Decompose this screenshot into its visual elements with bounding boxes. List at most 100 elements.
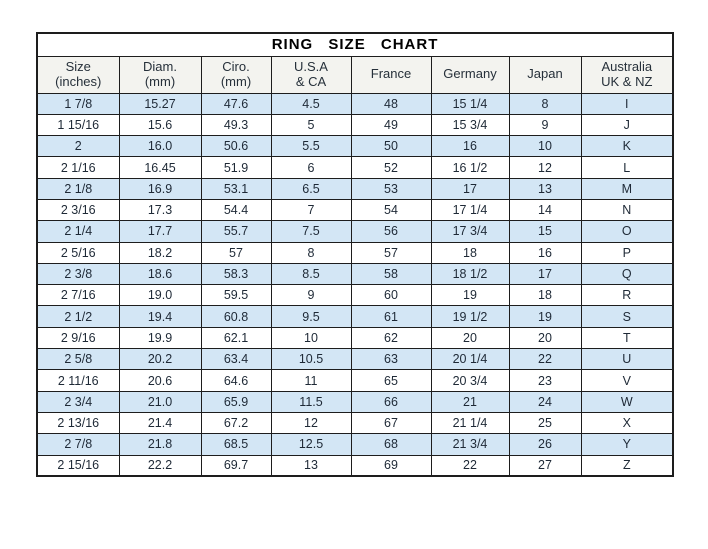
cell-ciro: 68.5 xyxy=(200,433,272,456)
cell-france: 58 xyxy=(350,262,432,286)
cell-ciro: 62.1 xyxy=(200,326,272,350)
column-header-diam: Diam. (mm) xyxy=(118,55,202,94)
column-header-japan: Japan xyxy=(508,55,582,94)
cell-australia: V xyxy=(580,369,674,392)
column-header-size: Size (inches) xyxy=(36,55,120,94)
cell-australia: T xyxy=(580,326,674,350)
column-header-ciro: Ciro. (mm) xyxy=(200,55,272,94)
cell-germany: 19 xyxy=(430,284,510,307)
table-row: 2 11/16 20.6 64.6 11 65 20 3/4 23 V xyxy=(36,369,674,392)
cell-size: 2 1/2 xyxy=(36,305,120,328)
cell-japan: 16 xyxy=(508,241,582,264)
cell-usa-ca: 6.5 xyxy=(270,177,352,200)
cell-diam: 19.9 xyxy=(118,326,202,350)
cell-france: 53 xyxy=(350,177,432,200)
cell-usa-ca: 5.5 xyxy=(270,135,352,158)
cell-size: 2 3/16 xyxy=(36,198,120,222)
cell-australia: O xyxy=(580,220,674,243)
cell-france: 68 xyxy=(350,433,432,456)
table-row: 2 5/16 18.2 57 8 57 18 16 P xyxy=(36,241,674,264)
cell-australia: Q xyxy=(580,262,674,286)
column-header-u-s-a: U.S.A & CA xyxy=(270,55,352,94)
cell-size: 2 3/4 xyxy=(36,390,120,413)
cell-japan: 25 xyxy=(508,411,582,435)
cell-size: 2 3/8 xyxy=(36,262,120,286)
cell-germany: 16 1/2 xyxy=(430,156,510,179)
cell-japan: 18 xyxy=(508,284,582,307)
table-row: 2 1/16 16.45 51.9 6 52 16 1/2 12 L xyxy=(36,156,674,179)
cell-size: 2 1/8 xyxy=(36,177,120,200)
column-header-germany: Germany xyxy=(430,55,510,94)
cell-ciro: 53.1 xyxy=(200,177,272,200)
cell-usa-ca: 8 xyxy=(270,241,352,264)
cell-ciro: 64.6 xyxy=(200,369,272,392)
cell-japan: 10 xyxy=(508,135,582,158)
table-row: 2 7/8 21.8 68.5 12.5 68 21 3/4 26 Y xyxy=(36,433,674,456)
cell-ciro: 55.7 xyxy=(200,220,272,243)
cell-australia: U xyxy=(580,348,674,371)
cell-australia: L xyxy=(580,156,674,179)
cell-germany: 16 xyxy=(430,135,510,158)
table-row: 2 15/16 22.2 69.7 13 69 22 27 Z xyxy=(36,454,674,477)
cell-usa-ca: 11.5 xyxy=(270,390,352,413)
cell-germany: 15 3/4 xyxy=(430,113,510,137)
cell-germany: 17 3/4 xyxy=(430,220,510,243)
cell-diam: 20.2 xyxy=(118,348,202,371)
cell-size: 1 7/8 xyxy=(36,92,120,115)
cell-ciro: 65.9 xyxy=(200,390,272,413)
cell-diam: 17.3 xyxy=(118,198,202,222)
cell-germany: 20 3/4 xyxy=(430,369,510,392)
cell-size: 2 9/16 xyxy=(36,326,120,350)
cell-japan: 9 xyxy=(508,113,582,137)
cell-usa-ca: 4.5 xyxy=(270,92,352,115)
cell-australia: I xyxy=(580,92,674,115)
cell-japan: 19 xyxy=(508,305,582,328)
title-row: RING SIZE CHART xyxy=(36,32,674,57)
cell-diam: 19.0 xyxy=(118,284,202,307)
cell-australia: J xyxy=(580,113,674,137)
cell-usa-ca: 9.5 xyxy=(270,305,352,328)
cell-germany: 15 1/4 xyxy=(430,92,510,115)
cell-france: 69 xyxy=(350,454,432,477)
cell-ciro: 58.3 xyxy=(200,262,272,286)
cell-usa-ca: 5 xyxy=(270,113,352,137)
cell-australia: Y xyxy=(580,433,674,456)
cell-usa-ca: 12 xyxy=(270,411,352,435)
cell-france: 62 xyxy=(350,326,432,350)
cell-ciro: 50.6 xyxy=(200,135,272,158)
cell-size: 2 1/4 xyxy=(36,220,120,243)
cell-ciro: 69.7 xyxy=(200,454,272,477)
column-subheader: (mm) xyxy=(144,73,176,89)
cell-usa-ca: 12.5 xyxy=(270,433,352,456)
table-row: 2 3/16 17.3 54.4 7 54 17 1/4 14 N xyxy=(36,198,674,222)
column-subheader: & CA xyxy=(295,73,327,89)
cell-usa-ca: 7.5 xyxy=(270,220,352,243)
cell-usa-ca: 10.5 xyxy=(270,348,352,371)
cell-size: 2 xyxy=(36,135,120,158)
cell-australia: R xyxy=(580,284,674,307)
cell-ciro: 59.5 xyxy=(200,284,272,307)
cell-diam: 21.0 xyxy=(118,390,202,413)
cell-diam: 17.7 xyxy=(118,220,202,243)
chart-title: RING SIZE CHART xyxy=(36,32,674,57)
cell-diam: 20.6 xyxy=(118,369,202,392)
cell-japan: 14 xyxy=(508,198,582,222)
cell-diam: 19.4 xyxy=(118,305,202,328)
cell-size: 2 7/8 xyxy=(36,433,120,456)
cell-ciro: 49.3 xyxy=(200,113,272,137)
cell-france: 65 xyxy=(350,369,432,392)
cell-germany: 20 xyxy=(430,326,510,350)
cell-japan: 23 xyxy=(508,369,582,392)
cell-diam: 18.6 xyxy=(118,262,202,286)
cell-ciro: 54.4 xyxy=(200,198,272,222)
cell-size: 2 15/16 xyxy=(36,454,120,477)
cell-france: 49 xyxy=(350,113,432,137)
table-row: 2 9/16 19.9 62.1 10 62 20 20 T xyxy=(36,326,674,350)
cell-japan: 12 xyxy=(508,156,582,179)
cell-usa-ca: 10 xyxy=(270,326,352,350)
cell-ciro: 60.8 xyxy=(200,305,272,328)
table-header-row: Size (inches) Diam. (mm) Ciro. (mm) U.S.A & CA F… xyxy=(36,55,674,94)
cell-france: 67 xyxy=(350,411,432,435)
cell-australia: X xyxy=(580,411,674,435)
cell-size: 2 11/16 xyxy=(36,369,120,392)
